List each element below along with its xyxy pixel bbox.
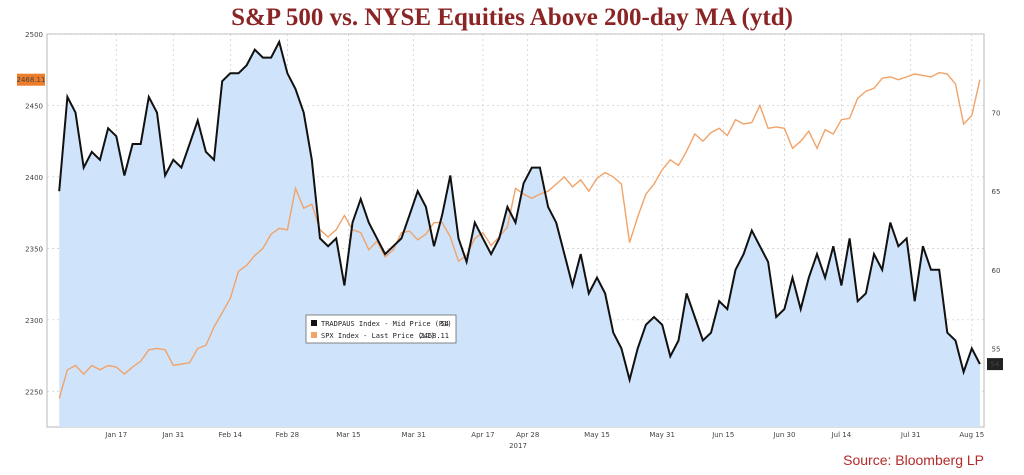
tradpaus-last-marker: 54 [987,358,1003,371]
right-tick-label: 55 [992,345,1001,353]
chart-title: S&P 500 vs. NYSE Equities Above 200-day … [231,4,793,31]
x-tick-label: May 15 [584,431,610,439]
right-axis-ticks: 55 60 65 70 [992,110,1001,354]
spx-last-value: 2468.11 [17,76,46,84]
left-tick-label: 2350 [25,245,43,253]
right-tick-label: 70 [992,110,1001,118]
legend-label-tradpaus: TRADPAUS Index - Mid Price (R1) [321,320,452,328]
right-tick-label: 65 [992,188,1001,196]
x-tick-label: Jul 31 [900,431,921,439]
x-tick-label: Mar 31 [401,431,425,439]
x-tick-label: Jan 31 [161,431,184,439]
x-tick-label: May 31 [649,431,675,439]
x-tick-label: Apr 17 [471,431,494,439]
tradpaus-line [58,39,981,384]
left-axis-ticks: 2250 2300 2350 2400 2450 2500 [25,31,43,396]
x-tick-label: Jun 15 [711,431,734,439]
x-tick-label: Apr 28 [516,431,539,439]
x-tick-label: Jan 17 [104,431,127,439]
tradpaus-last-value: 54 [991,361,1000,369]
legend-swatch-tradpaus [311,320,317,326]
legend-label-spx: SPX Index - Last Price (L1) [321,332,435,340]
legend: TRADPAUS Index - Mid Price (R1) 54 SPX I… [305,314,457,344]
left-tick-label: 2400 [25,174,43,182]
tradpaus-area [59,41,980,428]
x-tick-label: Mar 15 [336,431,360,439]
x-tick-label: Aug 15 [959,431,984,439]
legend-value-tradpaus: 54 [441,320,449,328]
x-tick-label: Jun 30 [772,431,795,439]
left-tick-label: 2500 [25,31,43,39]
right-tick-label: 60 [992,267,1001,275]
left-tick-label: 2250 [25,388,43,396]
spx-line [58,71,981,399]
spx-last-marker: 2468.11 [17,73,46,86]
x-tick-label: Feb 28 [276,431,300,439]
x-axis-label: 2017 [509,442,527,450]
left-tick-label: 2300 [25,317,43,325]
legend-swatch-spx [311,332,317,338]
left-tick-label: 2450 [25,102,43,110]
x-tick-label: Feb 14 [219,431,243,439]
source-note: Source: Bloomberg LP [843,452,984,468]
legend-value-spx: 2468.11 [419,332,449,340]
x-axis-ticks: Jan 17 Jan 31 Feb 14 Feb 28 Mar 15 Mar 31 Apr … [104,431,984,439]
x-tick-label: Jul 14 [831,431,852,439]
